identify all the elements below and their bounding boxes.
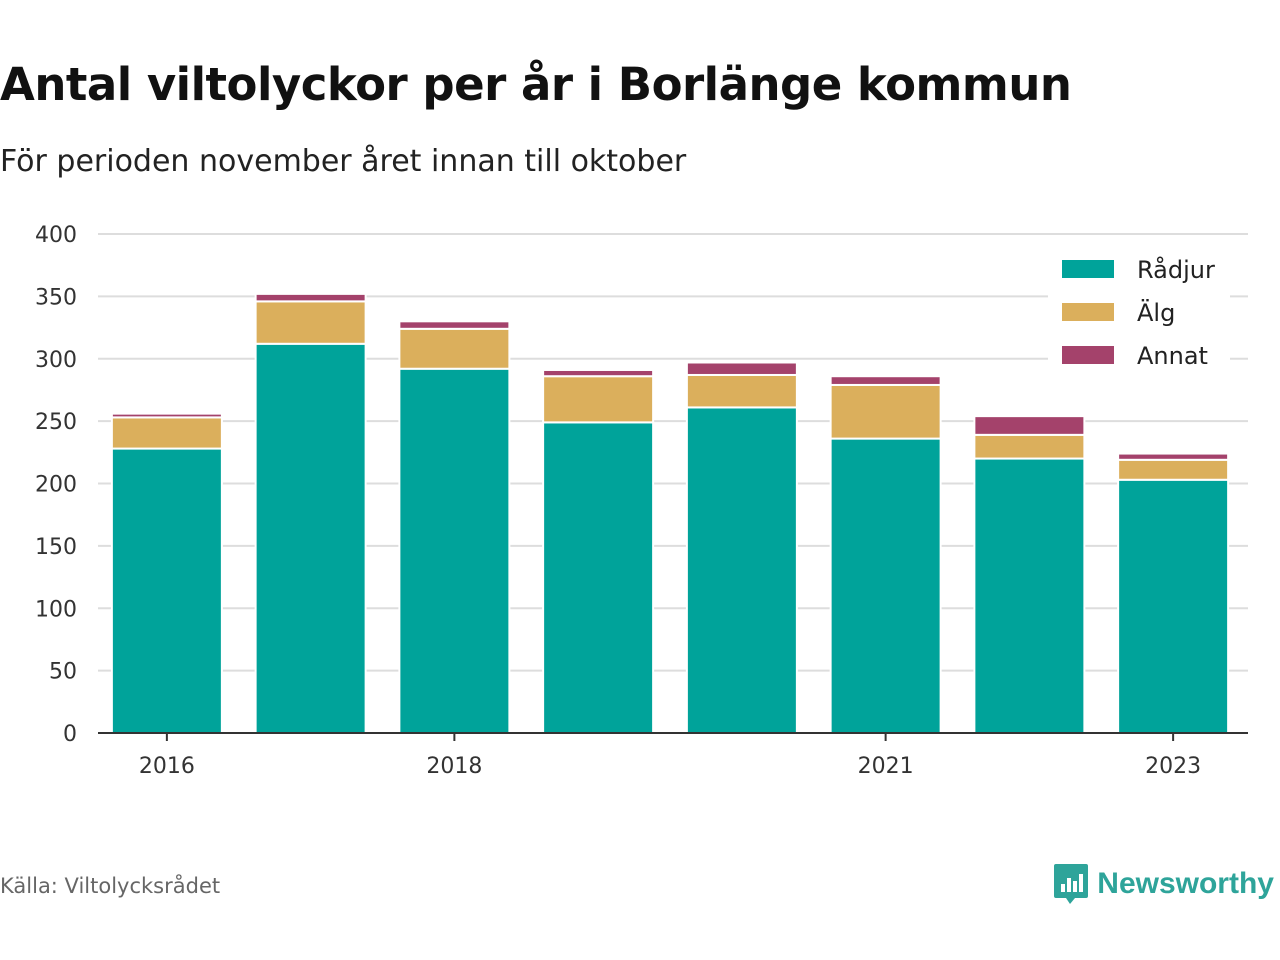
- bar-annat-2016: [110, 412, 223, 419]
- y-tick-label: 300: [35, 348, 77, 373]
- y-tick-label: 200: [35, 473, 77, 498]
- source-note: Källa: Viltolycksrådet: [0, 874, 221, 898]
- legend-label-älg: Älg: [1137, 298, 1175, 327]
- bar-älg-2020: [685, 373, 798, 409]
- y-tick-label: 0: [63, 722, 77, 747]
- bar-rådjur-2023: [1117, 478, 1230, 734]
- x-tick-label: 2023: [1145, 754, 1201, 779]
- brand-name: Newsworthy: [1097, 867, 1274, 900]
- y-tick-label: 50: [49, 660, 77, 685]
- bar-älg-2023: [1117, 458, 1230, 481]
- y-tick-label: 250: [35, 410, 77, 435]
- bar-älg-2017: [254, 300, 367, 345]
- legend-label-rådjur: Rådjur: [1137, 255, 1215, 284]
- bar-älg-2016: [110, 416, 223, 450]
- bar-rådjur-2020: [685, 406, 798, 734]
- newsworthy-icon: [1054, 864, 1089, 904]
- y-tick-label: 100: [35, 597, 77, 622]
- chart-title: Antal viltolyckor per år i Borlänge komm…: [0, 58, 1072, 111]
- y-axis-ticks: 0 50 100 150 200 250 300 350 400: [35, 223, 77, 747]
- bar-annat-2023: [1117, 452, 1230, 461]
- bar-annat-2021: [829, 375, 942, 386]
- legend-swatch-annat: [1062, 346, 1114, 364]
- legend-swatch-rådjur: [1062, 260, 1114, 278]
- bar-älg-2019: [542, 375, 655, 424]
- bar-älg-2018: [398, 327, 511, 370]
- legend: Rådjur Älg Annat: [1048, 248, 1230, 376]
- bar-rådjur-2017: [254, 342, 367, 734]
- bar-rådjur-2021: [829, 437, 942, 734]
- bar-älg-2022: [973, 433, 1086, 460]
- x-tick-label: 2021: [858, 754, 914, 779]
- bar-annat-2018: [398, 320, 511, 330]
- y-tick-label: 400: [35, 223, 77, 248]
- bar-rådjur-2022: [973, 457, 1086, 734]
- bar-rådjur-2018: [398, 367, 511, 734]
- bar-rådjur-2016: [110, 447, 223, 734]
- legend-label-annat: Annat: [1137, 342, 1208, 370]
- bar-älg-2021: [829, 383, 942, 440]
- x-tick-label: 2016: [139, 754, 195, 779]
- chart-subtitle: För perioden november året innan till ok…: [0, 144, 687, 179]
- legend-swatch-älg: [1062, 303, 1114, 321]
- bar-annat-2020: [685, 361, 798, 376]
- x-axis: 2016 2018 2021 2023: [98, 732, 1248, 779]
- bar-annat-2017: [254, 292, 367, 303]
- bar-annat-2022: [973, 415, 1086, 436]
- brand-logo: Newsworthy: [1053, 862, 1274, 906]
- y-tick-label: 350: [35, 285, 77, 310]
- y-tick-label: 150: [35, 535, 77, 560]
- bar-annat-2019: [542, 368, 655, 378]
- bar-rådjur-2019: [542, 421, 655, 734]
- x-tick-label: 2018: [426, 754, 482, 779]
